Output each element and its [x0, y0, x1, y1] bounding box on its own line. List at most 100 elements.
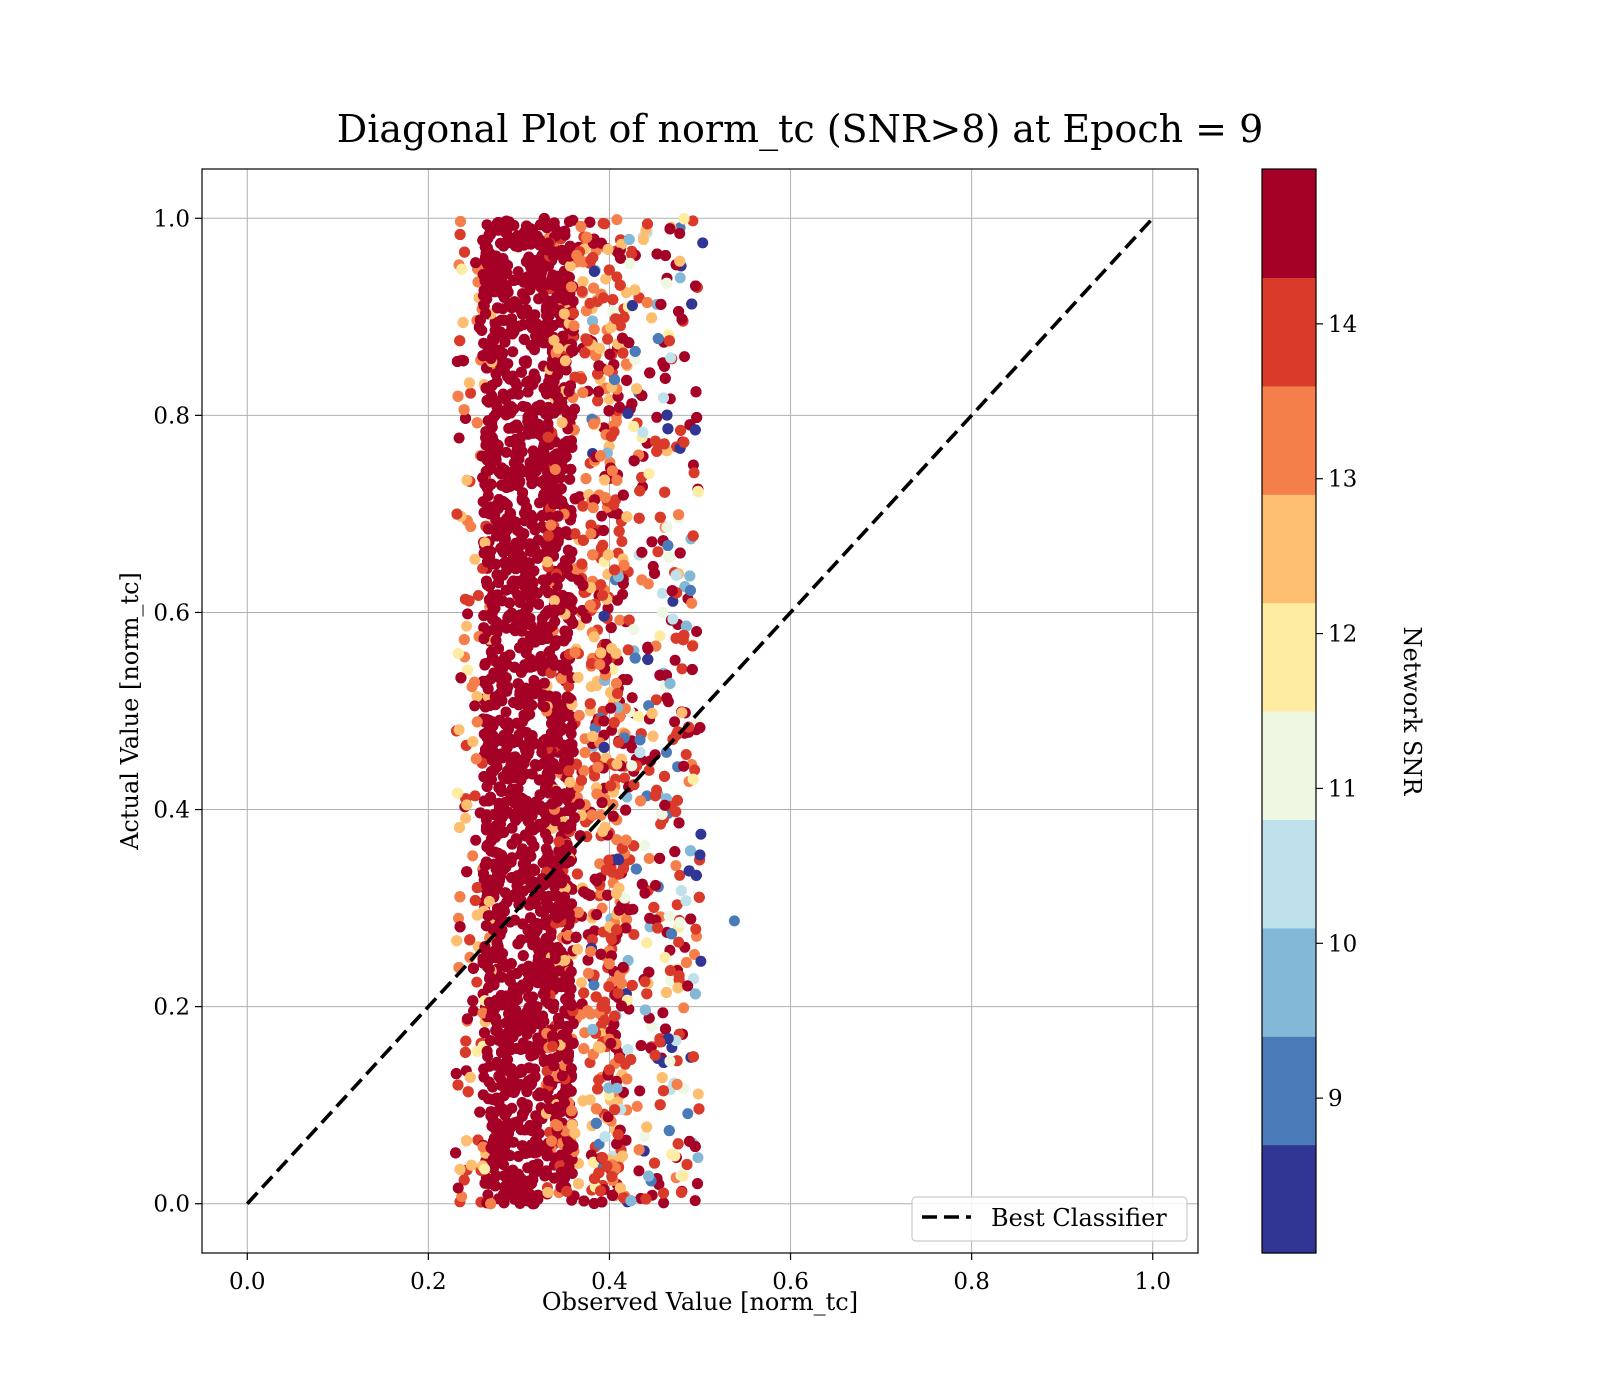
scatter-point	[687, 215, 699, 227]
scatter-point	[635, 1040, 647, 1051]
scatter-point	[469, 790, 481, 802]
scatter-point	[467, 850, 479, 862]
scatter-point	[690, 923, 702, 935]
scatter-point	[656, 587, 668, 599]
scatter-point	[674, 869, 686, 881]
chart-title: Diagonal Plot of norm_tc (SNR>8) at Epoc…	[337, 107, 1264, 152]
scatter-point	[588, 979, 600, 991]
scatter-point	[639, 887, 651, 899]
scatter-point	[689, 764, 701, 776]
scatter-point	[468, 1005, 479, 1017]
scatter-point	[689, 1195, 701, 1207]
scatter-point	[596, 510, 608, 522]
scatter-point	[599, 218, 611, 230]
scatter-point	[461, 620, 473, 632]
scatter-point	[628, 929, 640, 940]
scatter-point	[469, 553, 481, 565]
scatter-point	[691, 626, 703, 637]
scatter-point	[643, 853, 655, 864]
scatter-point	[584, 1057, 596, 1069]
scatter-point	[460, 812, 472, 824]
scatter-point	[669, 654, 681, 666]
scatter-point	[576, 977, 587, 989]
scatter-point	[600, 864, 612, 876]
scatter-point	[515, 934, 527, 946]
scatter-point	[469, 700, 481, 712]
scatter-point	[679, 351, 690, 363]
scatter-point	[481, 219, 493, 231]
scatter-point	[471, 976, 483, 988]
scatter-point	[682, 1108, 694, 1120]
scatter-point	[566, 1194, 578, 1206]
scatter-point	[674, 272, 686, 284]
scatter-points	[450, 213, 740, 1210]
scatter-point	[602, 333, 614, 345]
scatter-point	[631, 1100, 643, 1112]
scatter-point	[567, 214, 579, 226]
scatter-point	[680, 895, 692, 907]
scatter-point	[482, 1093, 494, 1105]
scatter-point	[673, 936, 685, 948]
scatter-point	[686, 597, 698, 609]
scatter-point	[600, 273, 612, 285]
scatter-point	[633, 1165, 645, 1177]
scatter-point	[657, 1007, 669, 1019]
scatter-point	[593, 1074, 605, 1086]
scatter-point	[651, 411, 663, 423]
scatter-point	[618, 311, 630, 323]
scatter-point	[517, 400, 529, 412]
scatter-point	[612, 594, 623, 606]
scatter-point	[611, 214, 623, 226]
scatter-point	[676, 663, 688, 675]
scatter-point	[564, 473, 576, 485]
scatter-point	[622, 644, 634, 656]
scatter-point	[563, 680, 575, 692]
scatter-point	[472, 590, 484, 601]
scatter-point	[692, 1152, 704, 1164]
scatter-point	[680, 749, 692, 760]
scatter-point	[678, 1002, 690, 1014]
scatter-point	[593, 1138, 605, 1150]
scatter-point	[669, 716, 681, 728]
scatter-point	[667, 595, 679, 607]
scatter-point	[639, 1130, 651, 1142]
scatter-point	[603, 393, 615, 405]
scatter-point	[500, 446, 512, 458]
scatter-point	[482, 490, 494, 502]
scatter-point	[639, 839, 650, 851]
scatter-point	[500, 706, 512, 718]
scatter-point	[658, 1197, 670, 1209]
scatter-point	[619, 892, 630, 904]
scatter-point	[688, 467, 700, 479]
scatter-point	[692, 1088, 704, 1100]
scatter-point	[671, 899, 683, 911]
scatter-point	[634, 1085, 646, 1097]
scatter-point	[591, 680, 603, 692]
scatter-point	[657, 606, 669, 618]
scatter-point	[646, 536, 658, 548]
scatter-point	[453, 912, 464, 924]
scatter-point	[480, 439, 492, 451]
scatter-point	[674, 228, 686, 239]
scatter-point	[611, 271, 623, 283]
scatter-point	[471, 691, 483, 702]
scatter-point	[565, 728, 577, 740]
scatter-point	[650, 879, 661, 891]
scatter-point	[614, 614, 626, 626]
scatter-point	[643, 764, 655, 776]
scatter-point	[652, 546, 664, 558]
scatter-point	[650, 694, 662, 706]
scatter-point	[611, 416, 622, 427]
scatter-point	[534, 404, 546, 416]
scatter-point	[465, 387, 477, 399]
scatter-point	[456, 1191, 468, 1203]
scatter-point	[616, 536, 628, 547]
scatter-point	[507, 346, 519, 358]
scatter-point	[678, 760, 690, 772]
scatter-point	[470, 834, 482, 846]
scatter-point	[626, 692, 638, 704]
scatter-point	[619, 772, 631, 784]
scatter-point	[670, 860, 682, 872]
